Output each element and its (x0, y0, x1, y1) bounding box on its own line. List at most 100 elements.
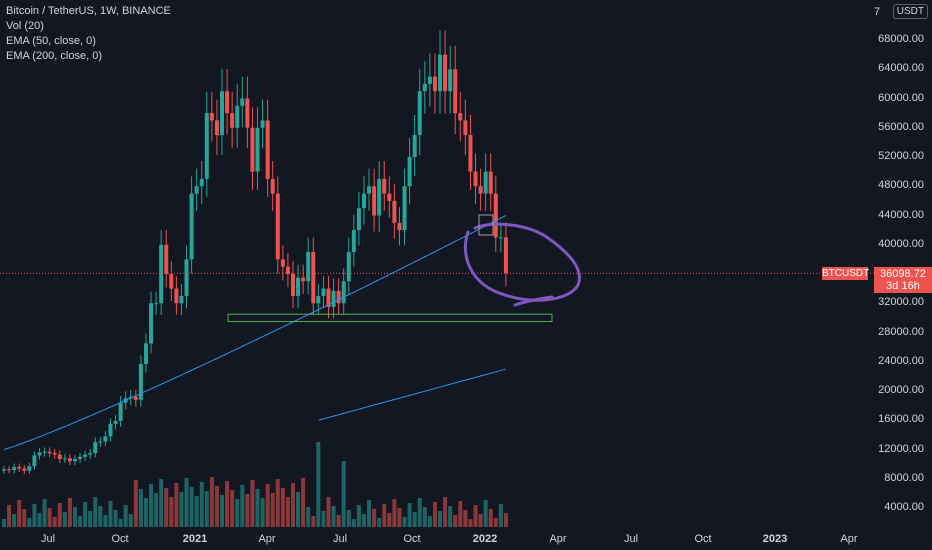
volume-bar (351, 519, 356, 527)
legend-ema50[interactable]: EMA (50, close, 0) (6, 35, 96, 47)
volume-bar (22, 509, 27, 527)
legend-volume[interactable]: Vol (20) (6, 20, 44, 32)
price-tick-label: 48000.00 (878, 179, 924, 192)
marker-box (478, 214, 494, 236)
top-axis-fragment: 7 (874, 6, 881, 18)
price-tick-label: 60000.00 (878, 91, 924, 104)
volume-bar (458, 501, 463, 527)
volume-bar (204, 491, 209, 527)
volume-bar (321, 511, 326, 527)
volume-bar (250, 480, 255, 527)
candle-body (179, 295, 184, 304)
volume-bar (225, 481, 230, 527)
candle-body (372, 186, 377, 216)
volume-bar (37, 513, 42, 527)
volume-bar (326, 497, 331, 527)
volume-bar (453, 515, 458, 527)
candle-body (2, 469, 6, 471)
price-tick-label: 20000.00 (878, 384, 924, 396)
volume-bar (209, 477, 214, 527)
candle-body (285, 266, 290, 274)
volume-bar (255, 489, 260, 527)
candle-body (422, 83, 427, 92)
candle-body (260, 120, 265, 128)
volume-bar (417, 498, 422, 527)
ema-200-line (318, 368, 507, 421)
candle-body (204, 113, 209, 179)
candle-body (154, 303, 159, 305)
candle-body (225, 91, 230, 114)
candle-body (240, 98, 245, 106)
candle-body (311, 252, 316, 304)
price-tick-label: 68000.00 (878, 33, 924, 45)
candle-body (407, 157, 412, 187)
candle-body (356, 208, 361, 231)
volume-bar (402, 517, 407, 527)
volume-bar (301, 478, 306, 527)
candle-body (214, 120, 219, 136)
legend-symbol[interactable]: Bitcoin / TetherUS, 1W, BINANCE (6, 5, 171, 17)
candle-body (199, 178, 204, 187)
volume-bar (133, 480, 138, 527)
candle-body (331, 290, 336, 307)
candle-body (37, 452, 42, 456)
legend-ema200[interactable]: EMA (200, close, 0) (6, 50, 102, 62)
candle-body (270, 178, 275, 194)
candle-body (52, 453, 57, 455)
time-tick-label: 2023 (762, 533, 788, 545)
volume-bar (27, 518, 32, 527)
candle-body (301, 277, 306, 282)
volume-bar (123, 505, 128, 527)
candle-body (503, 237, 508, 274)
candle-body (427, 76, 432, 84)
volume-bar (118, 519, 123, 527)
candle-body (498, 237, 503, 239)
price-tick-label: 44000.00 (878, 208, 924, 221)
volume-bar (432, 502, 437, 527)
price-tick-label: 28000.00 (878, 325, 924, 338)
volume-bar (296, 492, 301, 527)
candle-body (468, 135, 473, 172)
volume-bar (220, 495, 225, 527)
candle-body (113, 420, 118, 424)
price-tick-label: 40000.00 (878, 237, 924, 250)
volume-bar (138, 489, 143, 527)
currency-button[interactable]: USDT (892, 4, 928, 19)
volume-bar (184, 478, 189, 527)
volume-bar (290, 483, 295, 527)
volume-bar (478, 514, 483, 527)
candle-body (189, 193, 194, 260)
candle-body (194, 186, 199, 194)
volume-bar (235, 499, 240, 527)
volume-bar (62, 512, 67, 527)
candle-body (72, 459, 77, 462)
candle-body (306, 252, 311, 282)
volume-bar (240, 485, 245, 527)
volume-bar (143, 498, 148, 527)
volume-bar (194, 496, 199, 527)
volume-bar (174, 483, 179, 527)
volume-bar (412, 512, 417, 527)
price-tick-label: 52000.00 (878, 150, 924, 162)
candle-body (7, 469, 12, 471)
candle-body (47, 451, 52, 454)
candle-body (336, 290, 341, 304)
candle-body (361, 193, 366, 209)
volume-bar (468, 519, 473, 527)
time-tick-label: Jul (40, 533, 56, 545)
volume-bar (52, 517, 57, 527)
volume-bar (83, 502, 88, 527)
candle-body (432, 76, 437, 92)
price-tick-label: 4000.00 (884, 501, 924, 513)
candle-body (417, 91, 422, 136)
current-price-value: 36098.72 (880, 268, 926, 280)
candle-body (42, 451, 47, 453)
price-tick-label: 8000.00 (884, 471, 924, 484)
volume-bar (372, 509, 377, 527)
volume-bar (93, 497, 98, 527)
candle-body (397, 222, 402, 231)
candle-body (392, 200, 397, 223)
volume-bar (341, 461, 346, 527)
support-zone-rect (227, 313, 553, 323)
